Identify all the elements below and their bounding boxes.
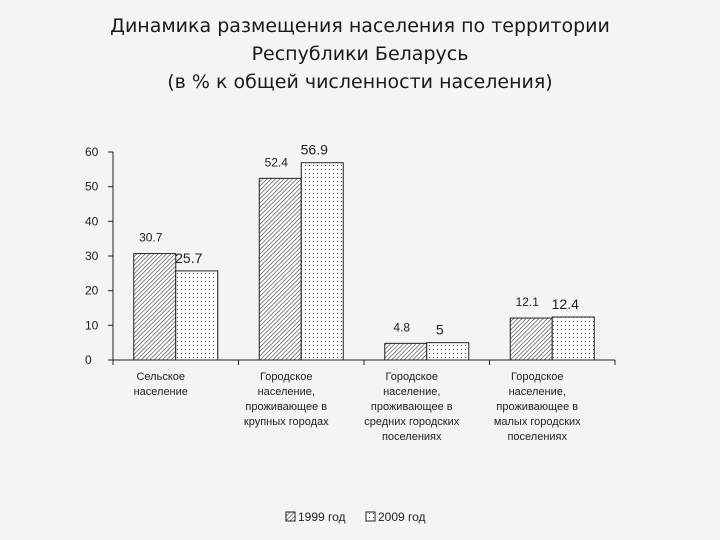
category-label-line: Городское [260, 371, 312, 383]
category-label-line: проживающее в [245, 401, 327, 413]
y-tick-label: 0 [85, 353, 92, 367]
data-label: 4.8 [393, 320, 410, 334]
bar-series-2 [426, 342, 470, 361]
chart-title: Динамика размещения населения по террито… [40, 12, 680, 96]
category-label-line: Городское [386, 371, 438, 383]
category-label-line: население, [258, 386, 315, 398]
bar-series-1 [384, 342, 428, 361]
category-label-line: Сельское [136, 371, 185, 383]
y-tick-label: 30 [85, 249, 99, 263]
y-tick-label: 20 [85, 284, 99, 298]
category-label-line: Городское [511, 371, 563, 383]
chart-title-line-2: Республики Беларусь [251, 43, 469, 65]
category-label: Сельское население [134, 371, 188, 398]
category-label-line: население [134, 386, 188, 398]
y-tick-label: 60 [85, 145, 99, 159]
bar-series-2 [175, 270, 219, 361]
data-label: 56.9 [301, 142, 328, 158]
category-labels: Сельское население Городское население, прож… [134, 371, 582, 443]
legend-swatch [285, 511, 296, 522]
bar-series-1 [258, 177, 302, 361]
chart-title-line-1: Динамика размещения населения по террито… [110, 15, 610, 37]
category-label: Городское население, проживающее в средних … [364, 371, 459, 443]
category-label-line: поселениях [507, 431, 567, 443]
y-tick-label: 40 [85, 214, 99, 228]
chart-bars: 30.7 52.4 4.8 12.1 25.7 56.9 5 12.4 [133, 142, 595, 361]
bar-series-2 [551, 316, 595, 361]
data-label: 12.4 [552, 296, 579, 312]
chart-legend: 1999 год 2009 год [285, 510, 426, 524]
bar-series-2 [300, 162, 344, 361]
data-label: 25.7 [175, 250, 202, 266]
bar-series-1 [509, 317, 553, 361]
y-tick-label: 50 [85, 180, 99, 194]
legend-swatch [365, 511, 376, 522]
chart-title-line-3: (в % к общей численности населения) [167, 71, 553, 93]
y-tick-label: 10 [85, 318, 99, 332]
legend-label: 2009 год [378, 510, 426, 524]
data-label: 5 [436, 322, 444, 338]
category-label-line: малых городских [494, 416, 581, 428]
category-label-line: проживающее в [496, 401, 578, 413]
category-label-line: проживающее в [371, 401, 453, 413]
data-label: 12.1 [516, 295, 540, 309]
bar-series-1 [133, 253, 177, 361]
data-label: 30.7 [139, 231, 163, 245]
data-label: 52.4 [265, 155, 289, 169]
category-label-line: население, [383, 386, 440, 398]
category-label: Городское население, проживающее в крупных … [244, 371, 329, 428]
category-label-line: население, [509, 386, 566, 398]
legend-label: 1999 год [298, 510, 346, 524]
category-label-line: средних городских [364, 416, 459, 428]
category-label: Городское население, проживающее в малых го… [494, 371, 581, 443]
category-label-line: крупных городах [244, 416, 329, 428]
category-label-line: поселениях [382, 431, 442, 443]
